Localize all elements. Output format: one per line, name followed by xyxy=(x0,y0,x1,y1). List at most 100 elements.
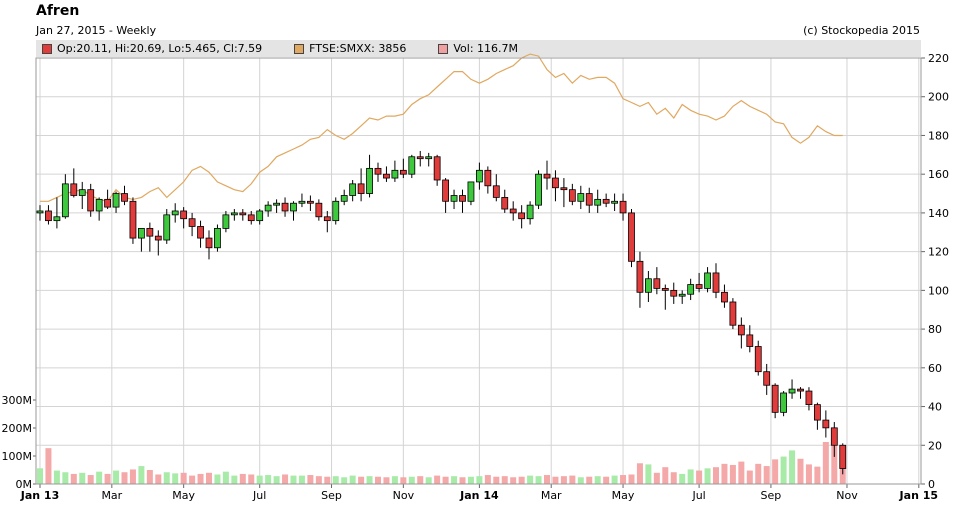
volume-bar xyxy=(544,475,550,484)
candle-body xyxy=(661,288,669,291)
candle-body xyxy=(222,214,230,229)
candle-body xyxy=(492,185,500,198)
candle-body xyxy=(543,173,551,179)
volume-bar xyxy=(442,476,449,484)
volume-bar xyxy=(37,468,43,484)
volume-bar xyxy=(721,463,728,484)
price-tick-label: 140 xyxy=(928,207,949,220)
candle-body xyxy=(839,444,847,469)
candle-body xyxy=(87,189,95,212)
time-tick-label: Nov xyxy=(393,489,415,502)
candle-body xyxy=(298,200,306,204)
legend-item-ohlc: Op:20.11, Hi:20.69, Lo:5.465, Cl:7.59 xyxy=(42,42,262,55)
price-tick-label: 100 xyxy=(928,284,949,297)
candle-body xyxy=(214,227,221,249)
volume-bar xyxy=(79,472,86,484)
volume-bar xyxy=(738,461,745,484)
volume-bar xyxy=(189,475,196,484)
time-tick-label: Jan 13 xyxy=(20,489,59,502)
volume-bar xyxy=(231,475,238,484)
volume-bar xyxy=(493,476,500,484)
volume-bar xyxy=(163,472,170,484)
volume-bar xyxy=(121,472,128,484)
volume-bar xyxy=(96,471,103,484)
volume-bar xyxy=(222,471,229,484)
volume-bar xyxy=(129,469,136,484)
volume-bar xyxy=(324,476,331,484)
candle-body xyxy=(670,289,678,297)
candle-body xyxy=(137,227,145,239)
volume-bar xyxy=(417,476,424,484)
volume-tick-label: 200M xyxy=(2,422,33,435)
volume-bar xyxy=(628,474,635,484)
time-tick-label: Mar xyxy=(101,489,122,502)
candle-body xyxy=(53,216,61,222)
volume-bar xyxy=(831,443,838,484)
price-tick-label: 200 xyxy=(928,91,949,104)
plot-area xyxy=(35,57,922,485)
volume-bar xyxy=(307,475,314,484)
volume-bar xyxy=(256,475,263,484)
time-tick-label: Sep xyxy=(761,489,782,502)
legend-swatch-ohlc xyxy=(42,43,52,54)
candle-body xyxy=(729,301,737,326)
candle-body xyxy=(450,195,458,202)
volume-bar xyxy=(239,473,246,484)
volume-bar xyxy=(636,463,643,484)
candle-body xyxy=(154,235,162,241)
candle-body xyxy=(61,183,69,218)
volume-bar xyxy=(805,464,812,484)
candle-body xyxy=(78,189,86,196)
candle-body xyxy=(526,204,534,220)
volume-tick-label: 100M xyxy=(2,450,33,463)
candle-body xyxy=(695,284,703,289)
candle-body xyxy=(425,156,433,160)
volume-bar xyxy=(755,463,762,484)
candle-body xyxy=(104,198,111,208)
volume-bar xyxy=(510,477,517,484)
candle-body xyxy=(585,193,593,206)
volume-tick-label: 300M xyxy=(2,394,33,407)
volume-bar xyxy=(214,474,221,484)
candle-body xyxy=(315,202,323,218)
price-tick-label: 160 xyxy=(928,168,949,181)
candle-body xyxy=(332,200,340,222)
candle-body xyxy=(112,193,120,208)
volume-bar xyxy=(577,477,584,484)
candle-body xyxy=(349,183,357,196)
volume-bar xyxy=(569,475,576,484)
candle-body xyxy=(205,237,213,249)
candle-body xyxy=(594,198,602,206)
volume-bar xyxy=(653,472,660,484)
candle-body xyxy=(746,334,754,347)
chart-subtitle: Jan 27, 2015 - Weekly xyxy=(36,24,157,37)
legend-item-index: FTSE:SMXX: 3856 xyxy=(294,42,406,55)
volume-bar xyxy=(391,476,398,484)
candle-body xyxy=(797,388,804,392)
chart-title: Afren xyxy=(36,3,80,19)
volume-bar xyxy=(113,470,120,484)
volume-bar xyxy=(70,473,77,484)
candle-body xyxy=(602,198,610,204)
candle-body xyxy=(830,427,838,446)
volume-bar xyxy=(206,472,212,484)
candle-body xyxy=(36,210,44,214)
volume-bar xyxy=(138,466,145,484)
volume-bar xyxy=(87,475,94,484)
candle-body xyxy=(188,218,196,227)
volume-bar xyxy=(620,475,627,484)
volume-bar xyxy=(814,466,821,484)
candle-body xyxy=(805,390,813,406)
volume-bar xyxy=(459,477,466,484)
legend-bar: Op:20.11, Hi:20.69, Lo:5.465, Cl:7.59 FT… xyxy=(36,40,921,57)
candle-body xyxy=(814,404,821,421)
candle-body xyxy=(501,197,509,210)
candle-body xyxy=(619,200,627,214)
volume-bar xyxy=(273,476,280,484)
candle-body xyxy=(121,193,128,202)
index-line xyxy=(40,53,843,202)
volume-bar xyxy=(375,476,381,484)
candle-body xyxy=(306,200,314,204)
candle-body xyxy=(763,371,771,386)
